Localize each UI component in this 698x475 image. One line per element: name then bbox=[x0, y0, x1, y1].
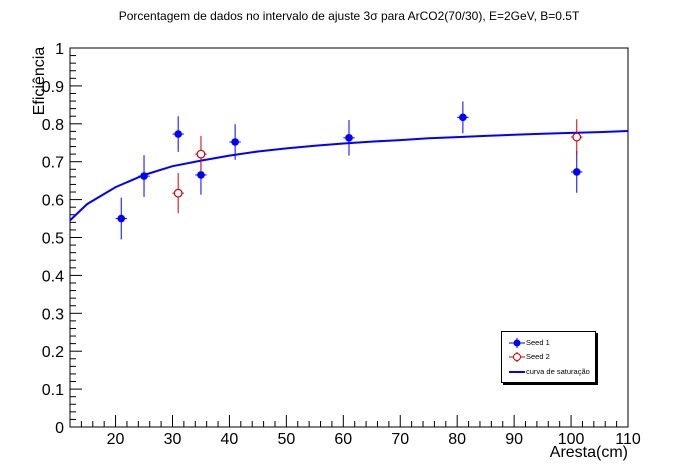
y-tick-label: 0.2 bbox=[42, 344, 64, 361]
y-tick-label: 0 bbox=[55, 420, 64, 437]
data-point-seed2 bbox=[572, 132, 582, 142]
legend-label-curve: curva de saturação bbox=[526, 367, 590, 376]
y-tick-label: 0.7 bbox=[42, 155, 64, 172]
saturation-curve-line bbox=[69, 130, 629, 222]
y-tick-label: 0.3 bbox=[42, 306, 64, 323]
y-tick-label: 0.5 bbox=[42, 231, 64, 248]
x-tick-label: 50 bbox=[277, 431, 295, 448]
x-axis-label: Aresta(cm) bbox=[549, 444, 628, 461]
data-point-seed1 bbox=[459, 113, 467, 122]
y-axis-label: Eficiência bbox=[31, 46, 48, 116]
data-point-seed1 bbox=[174, 130, 182, 138]
legend-marker-seed1 bbox=[509, 338, 525, 348]
x-tick-label: 60 bbox=[334, 431, 352, 448]
x-tick-label: 40 bbox=[221, 431, 239, 448]
x-tick-label: 90 bbox=[505, 431, 523, 448]
data-point-seed2 bbox=[196, 149, 206, 159]
x-tick-label: 30 bbox=[164, 431, 182, 448]
legend-label-seed2: Seed 2 bbox=[526, 352, 550, 361]
data-point-seed1 bbox=[572, 168, 581, 176]
legend-entry-seed1: Seed 1 bbox=[502, 336, 595, 350]
legend: Seed 1 Seed 2 curva de saturação bbox=[501, 331, 596, 383]
data-point-seed1 bbox=[197, 171, 205, 179]
legend-marker-seed2 bbox=[509, 352, 525, 362]
x-tick-label: 70 bbox=[391, 431, 409, 448]
data-point-seed2 bbox=[173, 188, 183, 198]
y-tick-label: 0.6 bbox=[42, 193, 64, 210]
chart-title: Porcentagem de dados no intervalo de aju… bbox=[118, 9, 580, 23]
legend-entry-curve: curva de saturação bbox=[502, 365, 595, 379]
y-tick-label: 0.1 bbox=[42, 382, 64, 399]
legend-marker-curve bbox=[509, 371, 525, 373]
legend-entry-seed2: Seed 2 bbox=[502, 350, 595, 364]
y-tick-label: 0.8 bbox=[42, 117, 64, 134]
x-tick-label: 100 bbox=[558, 431, 585, 448]
data-point-seed1 bbox=[345, 134, 353, 142]
y-tick-label: 0.9 bbox=[42, 79, 64, 96]
x-tick-label: 80 bbox=[448, 431, 466, 448]
data-point-seed1 bbox=[231, 138, 239, 146]
y-tick-label: 0.4 bbox=[42, 268, 64, 285]
legend-label-seed1: Seed 1 bbox=[526, 338, 550, 347]
x-tick-label: 20 bbox=[107, 431, 125, 448]
y-tick-label: 1 bbox=[55, 41, 64, 58]
x-tick-label: 110 bbox=[615, 431, 641, 448]
data-point-seed1 bbox=[117, 214, 126, 223]
data-point-seed1 bbox=[140, 172, 148, 180]
